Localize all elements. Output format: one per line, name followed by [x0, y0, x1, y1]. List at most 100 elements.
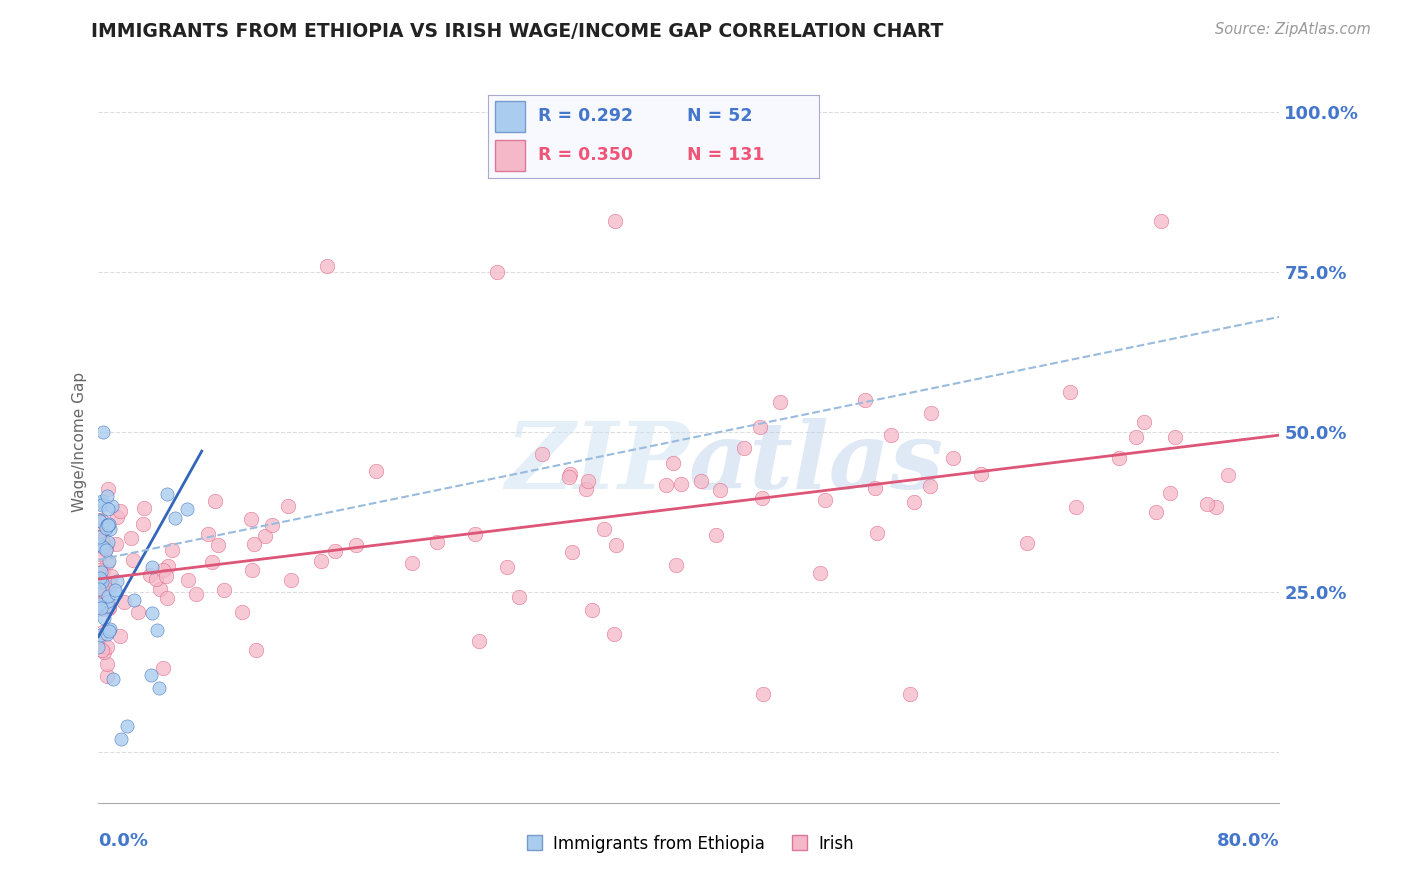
Point	[145, 572, 167, 586]
Point	[155, 569, 177, 583]
Point	[120, 532, 142, 546]
Point	[197, 526, 219, 541]
Point	[91, 583, 114, 598]
Point	[655, 477, 678, 491]
Point	[89, 571, 111, 585]
Point	[733, 441, 755, 455]
Point	[141, 606, 163, 620]
Text: IMMIGRANTS FROM ETHIOPIA VS IRISH WAGE/INCOME GAP CORRELATION CHART: IMMIGRANTS FROM ETHIOPIA VS IRISH WAGE/I…	[91, 22, 943, 41]
Point	[100, 499, 122, 513]
Point	[93, 645, 115, 659]
Point	[160, 542, 183, 557]
Point	[90, 565, 112, 579]
Point	[495, 559, 517, 574]
Point	[89, 530, 111, 544]
Point	[89, 513, 111, 527]
Point	[920, 405, 942, 419]
Text: atlas: atlas	[689, 418, 945, 508]
Point	[920, 479, 942, 493]
Point	[141, 559, 163, 574]
Point	[89, 530, 111, 544]
Point	[176, 502, 198, 516]
Point	[96, 599, 118, 614]
Point	[90, 531, 112, 545]
Point	[96, 657, 118, 671]
Point	[89, 563, 111, 577]
Point	[1125, 430, 1147, 444]
Point	[752, 687, 775, 701]
Point	[89, 597, 111, 611]
Point	[96, 501, 118, 516]
Point	[108, 503, 131, 517]
Point	[212, 582, 235, 597]
Point	[96, 517, 118, 532]
Point	[364, 464, 387, 478]
Point	[141, 668, 163, 682]
Point	[749, 420, 772, 434]
Point	[89, 628, 111, 642]
Point	[689, 474, 711, 488]
Point	[94, 541, 117, 555]
Y-axis label: Wage/Income Gap: Wage/Income Gap	[72, 371, 87, 512]
Point	[508, 590, 530, 604]
Point	[108, 630, 131, 644]
Point	[87, 599, 110, 614]
Point	[98, 522, 121, 536]
Point	[1159, 486, 1181, 500]
Point	[149, 582, 172, 597]
Point	[165, 511, 187, 525]
Point	[243, 537, 266, 551]
Legend: Immigrants from Ethiopia, Irish: Immigrants from Ethiopia, Irish	[517, 828, 860, 860]
Point	[1064, 500, 1087, 514]
Point	[344, 538, 367, 552]
Point	[98, 516, 121, 531]
Text: ZIP: ZIP	[505, 418, 689, 508]
Point	[112, 595, 135, 609]
Point	[1150, 214, 1173, 228]
Point	[942, 451, 965, 466]
Point	[401, 556, 423, 570]
Point	[91, 594, 114, 608]
Point	[97, 535, 120, 549]
Point	[970, 467, 993, 481]
Point	[880, 428, 903, 442]
Point	[240, 563, 263, 577]
Point	[467, 634, 489, 648]
Point	[184, 586, 207, 600]
Point	[91, 587, 114, 601]
Point	[662, 456, 685, 470]
Point	[96, 669, 118, 683]
Point	[100, 622, 122, 636]
Point	[93, 541, 115, 555]
Point	[91, 498, 114, 512]
Point	[156, 558, 179, 573]
Point	[96, 489, 118, 503]
Text: 0.0%: 0.0%	[98, 832, 149, 850]
Point	[464, 527, 486, 541]
Point	[96, 556, 118, 570]
Point	[91, 582, 114, 596]
Point	[280, 573, 302, 587]
Point	[97, 517, 120, 532]
Point	[90, 573, 112, 587]
Point	[93, 601, 115, 615]
Point	[89, 514, 111, 528]
Point	[91, 540, 114, 554]
Point	[90, 581, 112, 595]
Point	[90, 533, 112, 548]
Point	[104, 586, 127, 600]
Text: Source: ZipAtlas.com: Source: ZipAtlas.com	[1215, 22, 1371, 37]
Point	[105, 509, 128, 524]
Point	[139, 568, 162, 582]
Point	[105, 574, 128, 588]
Point	[530, 447, 553, 461]
Point	[90, 496, 112, 510]
Point	[751, 491, 773, 505]
Point	[90, 600, 112, 615]
Point	[131, 516, 153, 531]
Point	[669, 477, 692, 491]
Point	[853, 393, 876, 408]
Point	[814, 492, 837, 507]
Point	[87, 537, 110, 551]
Point	[1059, 385, 1081, 400]
